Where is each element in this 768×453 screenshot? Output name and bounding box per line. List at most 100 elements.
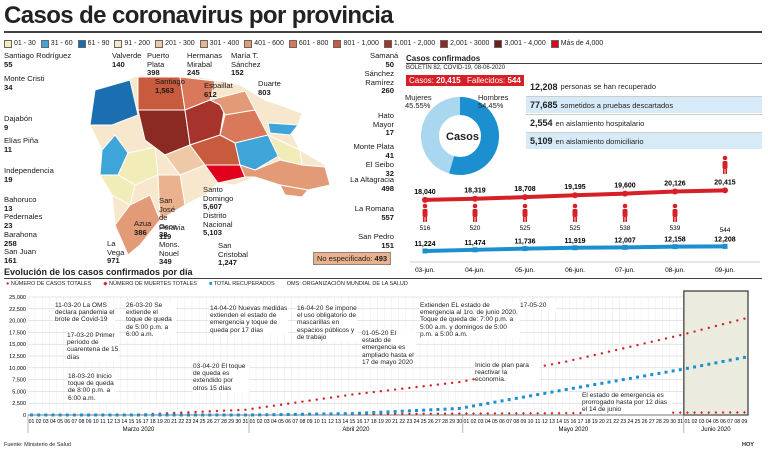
legend-item: 31 - 60 (40, 39, 73, 48)
x-tick-label: 24 (414, 419, 420, 425)
cases-point (308, 399, 311, 402)
recovered-point (714, 361, 718, 365)
x-tick-label: 17 (364, 419, 370, 425)
mini-recovered-point (422, 248, 428, 254)
legend-item: 61 - 90 (77, 39, 109, 48)
recovered-point (693, 365, 697, 369)
annotation-01-05: 01-05-20 El estado de emergencia es ampl… (362, 330, 416, 367)
recovered-point (514, 396, 518, 400)
cases-point (436, 383, 440, 386)
mini-cases-label: 19,195 (564, 184, 586, 191)
recovered-point (707, 362, 711, 366)
month-label: Junio 2020 (701, 427, 731, 433)
cases-point (472, 378, 475, 381)
x-tick-label: 27 (214, 419, 220, 425)
cases-point (379, 390, 383, 393)
cases-point (322, 397, 326, 400)
mini-death-figure (672, 203, 678, 222)
recovered-point (379, 410, 383, 414)
legend-label: 301 - 400 (209, 40, 240, 47)
stat-tested: 77,685 sometidos a pruebas descartados (526, 96, 762, 113)
recovered-point (643, 374, 647, 378)
mini-cases-point (472, 195, 478, 202)
recovered-point (87, 413, 91, 417)
x-tick-label: 12 (542, 419, 548, 425)
map-label-peravia: Peravia 119 (159, 223, 185, 241)
recovered-point (393, 410, 397, 414)
legend-item: 401 - 600 (244, 39, 284, 48)
cases-point (229, 409, 233, 412)
recovered-point (664, 370, 668, 374)
provinces-map (89, 74, 331, 256)
recovered-point (728, 358, 732, 362)
map-label-duarte: Duarte 803 (258, 79, 281, 97)
recovered-point (122, 413, 126, 417)
cases-point (736, 319, 739, 322)
unspecified-box: No especificado: 493 (313, 252, 392, 265)
cases-point (458, 380, 461, 384)
recovered-point (272, 413, 276, 417)
recovered-point (186, 413, 190, 417)
recovered-point (507, 398, 511, 402)
x-tick-label: 22 (399, 419, 405, 425)
x-tick-label: 20 (164, 419, 170, 425)
recovered-point (201, 413, 205, 417)
stat-hospital: 2,554 en aislamiento hospitalario (526, 114, 762, 131)
x-tick-label: 29 (228, 419, 234, 425)
deaths-point (700, 411, 704, 414)
legend-recovered: ■ TOTAL RECUPERADOS (208, 281, 275, 287)
color-legend: 01 - 30 31 - 60 61 - 90 91 - 200 201 - 300 30… (4, 37, 762, 50)
x-tick-label: 13 (114, 419, 120, 425)
y-tick-label: 15,000 (9, 342, 26, 348)
deaths-point (429, 412, 433, 416)
deaths-point (529, 411, 532, 415)
legend-label: 31 - 60 (50, 40, 73, 47)
map-label-san-juan: San Juan 161 (4, 247, 37, 265)
recovered-point (172, 413, 176, 417)
recovered-point (464, 405, 468, 409)
x-tick-label: 20 (599, 419, 605, 425)
cases-tag: Casos: 20,415 (406, 75, 464, 86)
legend-label: Más de 4,000 (560, 40, 604, 47)
x-tick-label: 30 (670, 419, 676, 425)
legend-item: 301 - 400 (199, 39, 240, 48)
legend-swatch (4, 39, 12, 48)
recovered-point (279, 413, 283, 417)
recovered-point (236, 413, 240, 417)
legend-swatch (383, 39, 392, 48)
recovered-point (407, 409, 411, 413)
cases-point (301, 400, 304, 403)
x-tick-label: 21 (392, 419, 398, 425)
cases-point (422, 385, 425, 388)
cases-point (187, 411, 190, 414)
x-tick-label: 06 (285, 419, 291, 425)
map-label-la-vega: La Vega 971 (107, 239, 125, 265)
legend-label: 01 - 30 (14, 40, 36, 47)
deaths-point (557, 411, 561, 415)
mini-cases-point (522, 194, 528, 201)
map-label-hato-mayor: Hato Mayor 17 (372, 111, 394, 137)
mini-date-label: 03-jun. (415, 267, 435, 274)
gender-donut (421, 97, 499, 175)
recovered-point (650, 373, 654, 377)
mini-date-label: 04-jun. (465, 267, 485, 274)
x-tick-label: 31 (243, 419, 249, 425)
map-label-la-romana: La Romana 557 (354, 204, 394, 222)
x-tick-label: 03 (699, 419, 705, 425)
x-tick-label: 08 (734, 419, 740, 425)
cases-point (344, 394, 347, 397)
recovered-point (735, 357, 739, 361)
recovered-point (108, 413, 112, 417)
recovered-point (657, 371, 661, 375)
legend-item: 1,001 - 2,000 (383, 39, 435, 48)
x-tick-label: 09 (742, 419, 748, 425)
x-tick-label: 09 (521, 419, 527, 425)
page-title: Casos de coronavirus por provincia (4, 2, 394, 29)
recovered-point (557, 389, 561, 393)
annotation-reactivar: Inicio de plan para reactivar la economí… (475, 362, 539, 384)
mini-cases-label: 20,415 (714, 179, 736, 186)
evolution-rule (4, 278, 762, 279)
mini-recovered-point (522, 246, 528, 252)
recovered-point (300, 412, 304, 416)
recovered-point (44, 413, 48, 417)
